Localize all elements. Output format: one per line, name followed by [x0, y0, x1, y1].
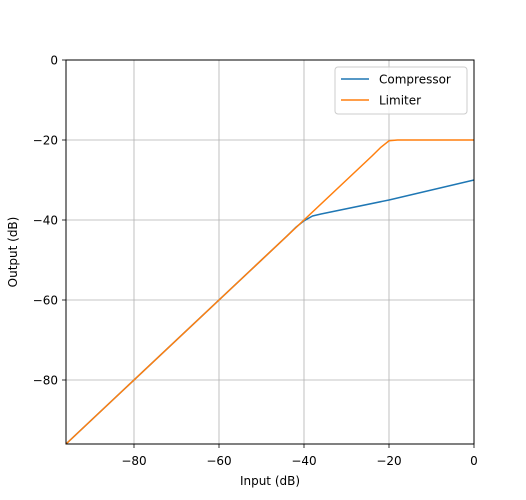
x-tick-label: −20	[376, 454, 401, 468]
y-tick-label: −60	[33, 294, 58, 308]
y-axis: 0 −20 −40 −60 −80	[33, 54, 66, 388]
x-tick-label: 0	[470, 454, 478, 468]
y-tick-label: −20	[33, 134, 58, 148]
series-line-limiter	[66, 140, 474, 444]
x-tick-label: −80	[121, 454, 146, 468]
legend-label: Compressor	[379, 73, 451, 87]
y-tick-label: −80	[33, 374, 58, 388]
series-lines	[66, 140, 474, 444]
x-axis-label: Input (dB)	[240, 474, 300, 488]
x-tick-label: −60	[206, 454, 231, 468]
x-axis: −80 −60 −40 −20 0	[121, 444, 477, 468]
y-axis-label: Output (dB)	[6, 217, 20, 288]
x-tick-label: −40	[291, 454, 316, 468]
y-tick-label: −40	[33, 214, 58, 228]
y-tick-label: 0	[50, 54, 58, 68]
legend-label: Limiter	[379, 94, 421, 108]
legend: Compressor Limiter	[335, 67, 467, 114]
